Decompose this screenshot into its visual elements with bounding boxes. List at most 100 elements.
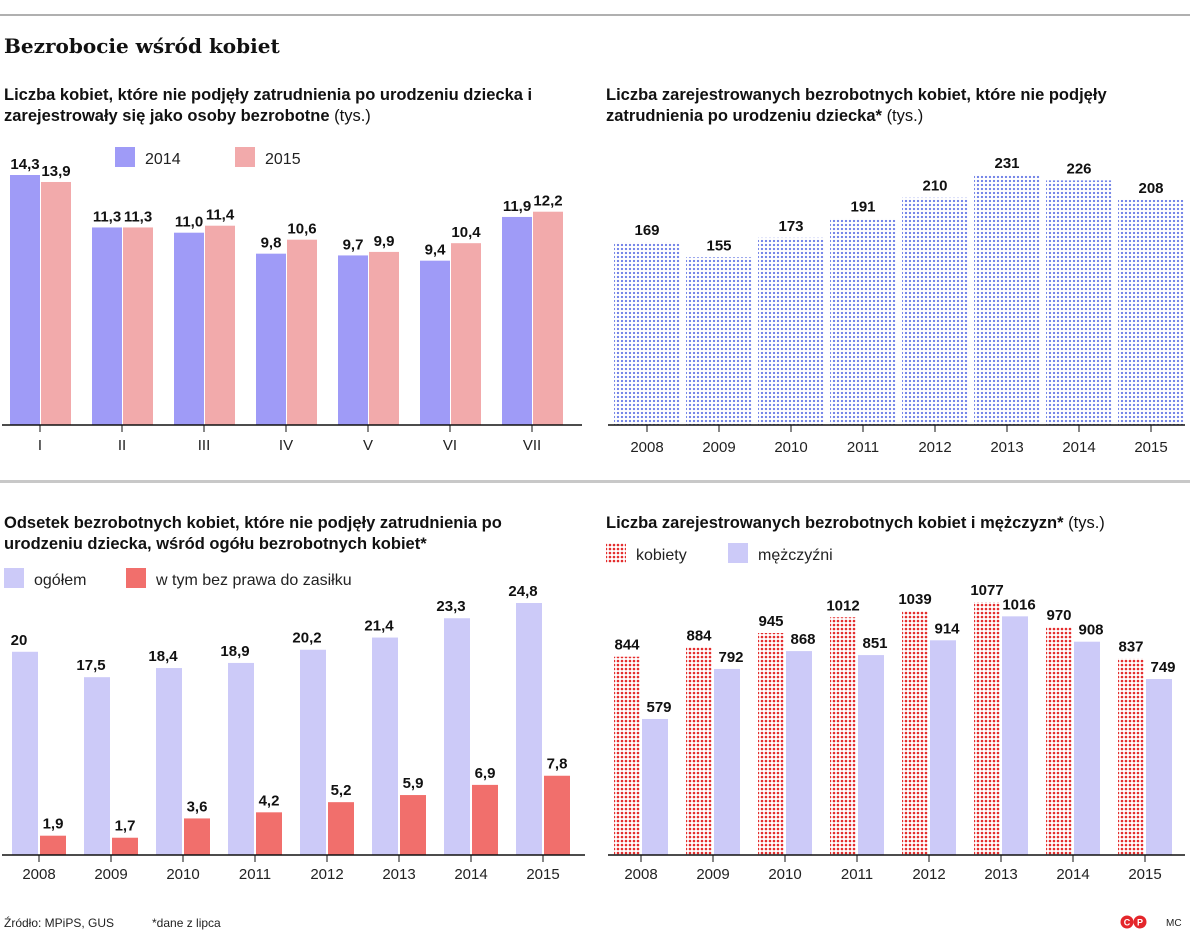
data-label-ogolem-2008: 20 bbox=[11, 632, 28, 649]
publisher-logo: C P bbox=[1120, 915, 1147, 929]
x-tick-label-2013: 2013 bbox=[990, 439, 1023, 456]
chart4-title-text: Liczba zarejestrowanych bezrobotnych kob… bbox=[606, 514, 1064, 532]
data-label-bez-prawa-2015: 7,8 bbox=[547, 756, 568, 773]
data-label-2013: 231 bbox=[994, 155, 1019, 172]
data-label-mezczyzni-2011: 851 bbox=[862, 635, 887, 652]
data-label-ogolem-2009: 17,5 bbox=[76, 657, 105, 674]
legend-swatch-w tym bez prawa do zasiłku bbox=[126, 568, 146, 588]
chart-yearly-registered: 169 2008 155 2009 173 2010 191 2011 210 2012 231 20… bbox=[608, 155, 1185, 456]
data-label-2014: 226 bbox=[1066, 160, 1091, 177]
chart1-unit: (tys.) bbox=[334, 107, 371, 125]
svg-text:C: C bbox=[1124, 918, 1131, 928]
chart2-title: Liczba zarejestrowanych bezrobotnych kob… bbox=[606, 85, 1176, 127]
legend-swatch-2014 bbox=[115, 147, 135, 167]
x-tick-label-2011: 2011 bbox=[239, 866, 271, 883]
data-label-mezczyzni-2015: 749 bbox=[1150, 659, 1175, 676]
data-label-ogolem-2015: 24,8 bbox=[508, 583, 537, 600]
data-label-2015-II: 11,3 bbox=[124, 208, 152, 225]
x-tick-label-III: III bbox=[198, 437, 211, 454]
data-label-kobiety-2010: 945 bbox=[758, 613, 783, 630]
legend-swatch-mężczyźni bbox=[728, 543, 748, 563]
x-tick-label-II: II bbox=[118, 437, 126, 454]
data-label-mezczyzni-2008: 579 bbox=[646, 699, 671, 716]
data-label-2014-I: 14,3 bbox=[10, 156, 39, 173]
svg-text:P: P bbox=[1137, 918, 1143, 928]
data-label-2009: 155 bbox=[706, 237, 731, 254]
bar-2014-IV bbox=[256, 253, 286, 425]
bar-2008 bbox=[614, 242, 680, 425]
source-note: Źródło: MPiPS, GUS bbox=[4, 916, 115, 930]
x-tick-label-2010: 2010 bbox=[768, 866, 801, 883]
bar-bez-prawa-2010 bbox=[184, 818, 210, 855]
bar-kobiety-2012 bbox=[902, 610, 928, 855]
chart4-unit: (tys.) bbox=[1068, 514, 1105, 532]
bar-2009 bbox=[686, 257, 752, 425]
bar-kobiety-2013 bbox=[974, 602, 1000, 855]
bar-bez-prawa-2015 bbox=[544, 775, 570, 855]
bar-2015-VII bbox=[533, 211, 563, 425]
bar-mezczyzni-2011 bbox=[858, 655, 884, 855]
x-tick-label-2015: 2015 bbox=[526, 866, 559, 883]
x-tick-label-2015: 2015 bbox=[1134, 439, 1167, 456]
data-label-mezczyzni-2009: 792 bbox=[718, 649, 743, 666]
bar-2014-V bbox=[338, 255, 368, 425]
data-note: *dane z lipca bbox=[152, 916, 221, 930]
data-label-2010: 173 bbox=[778, 218, 803, 235]
bar-2015-II bbox=[123, 227, 153, 425]
bar-2014-VI bbox=[420, 260, 450, 425]
data-label-bez-prawa-2008: 1,9 bbox=[43, 816, 64, 833]
data-label-2014-IV: 9,8 bbox=[261, 235, 282, 252]
data-label-ogolem-2014: 23,3 bbox=[436, 598, 465, 615]
bar-ogolem-2009 bbox=[84, 677, 110, 855]
bar-2013 bbox=[974, 175, 1040, 425]
data-label-bez-prawa-2014: 6,9 bbox=[475, 765, 496, 782]
chart-women-men: kobiety mężczyźni 844 579 2008 884 792 2009 945 8… bbox=[606, 543, 1185, 883]
data-label-kobiety-2009: 884 bbox=[686, 627, 712, 644]
data-label-2012: 210 bbox=[922, 178, 947, 195]
x-tick-label-2011: 2011 bbox=[847, 439, 879, 456]
data-label-kobiety-2015: 837 bbox=[1118, 638, 1143, 655]
bar-ogolem-2012 bbox=[300, 649, 326, 855]
bar-ogolem-2010 bbox=[156, 668, 182, 855]
chart1-title-text: Liczba kobiet, które nie podjęły zatrudn… bbox=[4, 86, 533, 125]
bar-kobiety-2009 bbox=[686, 647, 712, 855]
data-label-kobiety-2008: 844 bbox=[614, 637, 640, 654]
bar-mezczyzni-2014 bbox=[1074, 641, 1100, 855]
x-tick-label-2013: 2013 bbox=[984, 866, 1017, 883]
x-tick-label-2013: 2013 bbox=[382, 866, 415, 883]
chart1-title: Liczba kobiet, które nie podjęły zatrudn… bbox=[4, 85, 564, 127]
bar-2015-IV bbox=[287, 239, 317, 425]
data-label-kobiety-2011: 1012 bbox=[826, 597, 859, 614]
data-label-2015: 208 bbox=[1138, 180, 1163, 197]
bar-kobiety-2010 bbox=[758, 633, 784, 855]
x-tick-label-2014: 2014 bbox=[454, 866, 487, 883]
bar-mezczyzni-2008 bbox=[642, 718, 668, 855]
data-label-kobiety-2013: 1077 bbox=[970, 582, 1003, 599]
bar-mezczyzni-2015 bbox=[1146, 679, 1172, 855]
data-label-bez-prawa-2009: 1,7 bbox=[115, 818, 136, 835]
bar-bez-prawa-2014 bbox=[472, 784, 498, 855]
bar-bez-prawa-2011 bbox=[256, 812, 282, 855]
x-tick-label-2008: 2008 bbox=[630, 439, 663, 456]
bar-2014-III bbox=[174, 232, 204, 425]
data-label-ogolem-2013: 21,4 bbox=[364, 618, 394, 635]
x-tick-label-2012: 2012 bbox=[918, 439, 951, 456]
bar-2014-VII bbox=[502, 216, 532, 425]
x-tick-label-VI: VI bbox=[443, 437, 457, 454]
legend-swatch-kobiety bbox=[606, 543, 626, 563]
data-label-2008: 169 bbox=[634, 222, 659, 239]
chart-monthly-registrations: 2014 2015 14,3 13,9 I 11,3 11,3 II 11,0 11,4 III 9,… bbox=[2, 147, 582, 454]
bar-2011 bbox=[830, 218, 896, 425]
data-label-bez-prawa-2010: 3,6 bbox=[187, 798, 208, 815]
bar-mezczyzni-2013 bbox=[1002, 616, 1028, 855]
data-label-bez-prawa-2011: 4,2 bbox=[259, 792, 280, 809]
data-label-ogolem-2011: 18,9 bbox=[220, 643, 249, 660]
chart2-unit: (tys.) bbox=[886, 107, 924, 125]
x-tick-label-2014: 2014 bbox=[1056, 866, 1089, 883]
data-label-2015-V: 9,9 bbox=[374, 233, 395, 250]
bar-2015-VI bbox=[451, 243, 481, 425]
data-label-mezczyzni-2010: 868 bbox=[790, 631, 815, 648]
legend-swatch-2015 bbox=[235, 147, 255, 167]
author-initials: MC bbox=[1166, 918, 1182, 929]
legend-label-ogółem: ogółem bbox=[34, 572, 86, 589]
